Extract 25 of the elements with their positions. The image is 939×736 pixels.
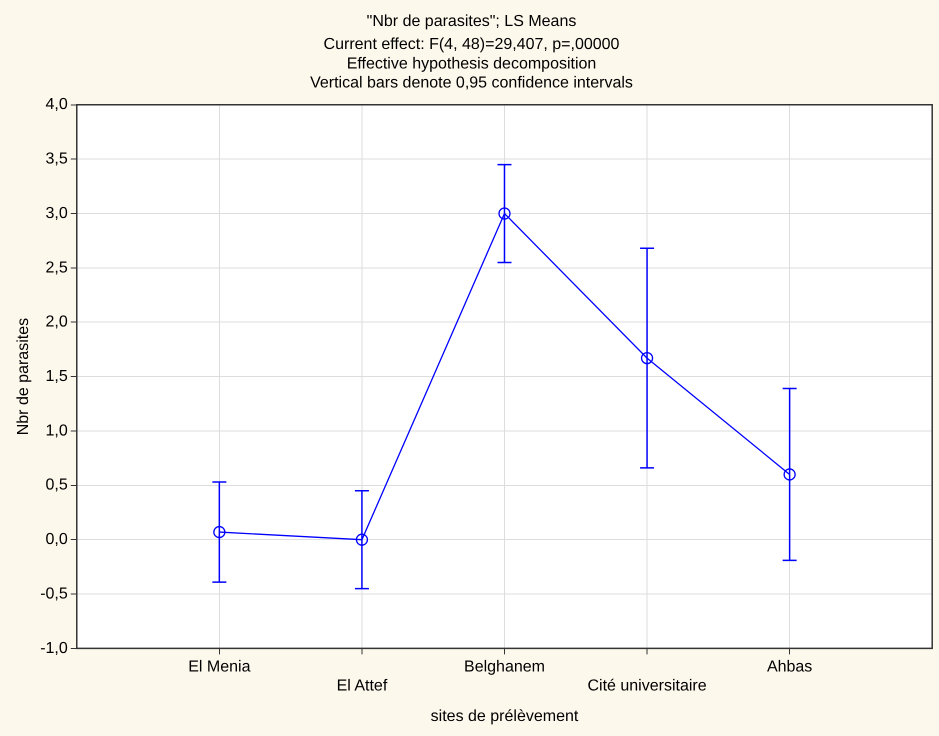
x-tick-label: Ahbas <box>766 658 812 676</box>
x-tick-label: El Menia <box>188 658 251 676</box>
point <box>640 352 654 364</box>
chart-subtitle: Current effect: F(4, 48)=29,407, p=,00000 Effective hypothesis decomposition Vertical bars denote 0,95 confidence intervals <box>310 36 633 92</box>
x-axis-title: sites de prélèvement <box>430 708 579 725</box>
x-tick-label: Cité universitaire <box>587 678 707 695</box>
y-tick-label: 2,0 <box>46 314 68 331</box>
y-tick-label: 2,5 <box>46 259 68 276</box>
y-tick-label: 1,0 <box>46 422 68 440</box>
point <box>783 468 796 481</box>
point <box>498 207 511 220</box>
y-tick-label: 0,5 <box>46 476 68 494</box>
x-tick-label: El Attef <box>336 678 388 695</box>
y-tick-label: -0,5 <box>40 585 68 602</box>
y-axis-title: Nbr de parasites <box>15 318 32 436</box>
point <box>356 534 368 546</box>
y-tick-label: -1,0 <box>40 640 68 657</box>
y-tick-label: 3,5 <box>46 150 68 168</box>
y-tick-label: 4,0 <box>46 96 68 114</box>
y-tick-label: 1,5 <box>46 368 68 386</box>
chart-title: "Nbr de parasites"; LS Means <box>366 13 576 30</box>
y-tick-label: 0,0 <box>46 531 68 548</box>
y-tick-label: 3,0 <box>46 204 68 222</box>
x-tick-label: Belghanem <box>464 658 545 676</box>
point <box>213 526 226 538</box>
